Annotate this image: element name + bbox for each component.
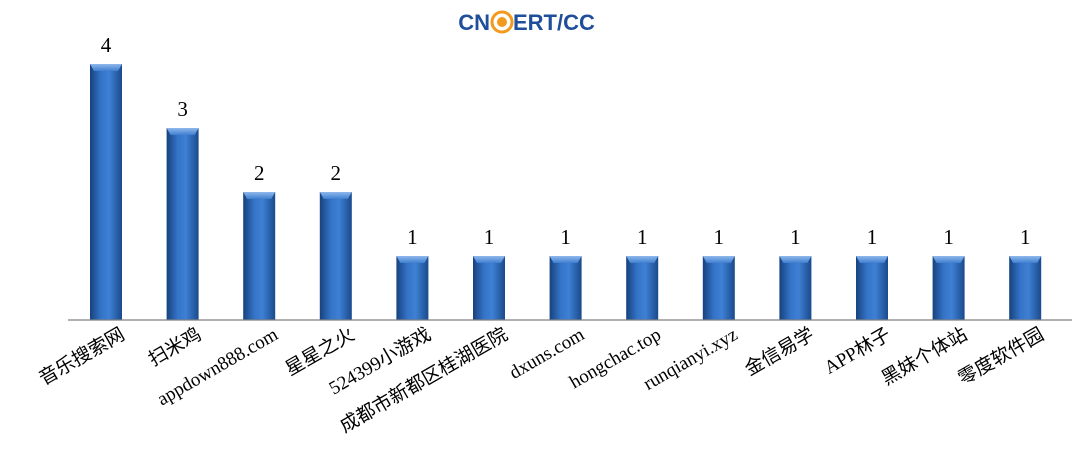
bar-body (549, 256, 582, 320)
data-label: 1 (867, 225, 878, 249)
bar-cap (856, 256, 888, 263)
bar (473, 256, 505, 320)
globe-icon (490, 10, 514, 34)
bar-cap (166, 128, 199, 135)
bar (702, 256, 735, 320)
bar-body (319, 192, 352, 320)
bar (243, 192, 276, 320)
bar (90, 64, 122, 320)
bar-cap (473, 256, 505, 263)
bar (166, 128, 199, 320)
bar-cap (1009, 256, 1042, 263)
data-label: 1 (637, 225, 648, 249)
category-label: 金信易学 (741, 323, 818, 380)
data-label: 1 (790, 225, 801, 249)
data-label: 2 (331, 161, 342, 185)
category-label: 黑妹个体站 (878, 323, 971, 390)
category-label: 零度软件园 (954, 323, 1047, 390)
bar-cap (549, 256, 582, 263)
data-label: 1 (1020, 225, 1031, 249)
bar (626, 256, 659, 320)
bar-body (626, 256, 659, 320)
bar-cap (702, 256, 735, 263)
data-label: 4 (101, 33, 112, 57)
bar-cap (626, 256, 659, 263)
bar (1009, 256, 1042, 320)
bar-cap (243, 192, 276, 199)
bar-body (856, 256, 888, 320)
cncert-logo: CN ERT/CC (458, 10, 595, 35)
bar-cap (779, 256, 812, 263)
bar (319, 192, 352, 320)
data-label: 1 (407, 225, 418, 249)
bar-body (396, 256, 429, 320)
bar-body (702, 256, 735, 320)
data-label: 3 (177, 97, 188, 121)
bar (396, 256, 429, 320)
value-labels-layer: 4 3 2 2 1 1 1 1 1 1 1 1 1 (101, 33, 1031, 249)
bar-cap (319, 192, 352, 199)
logo-text-left: CN (458, 10, 490, 35)
data-label: 1 (714, 225, 725, 249)
data-label: 1 (943, 225, 954, 249)
bar (549, 256, 582, 320)
bar-cap (396, 256, 429, 263)
data-label: 1 (560, 225, 571, 249)
bar (856, 256, 888, 320)
category-label: 音乐搜索网 (35, 323, 128, 390)
bar-body (166, 128, 199, 320)
logo-text-right: ERT/CC (513, 10, 595, 35)
bar-body (243, 192, 276, 320)
category-label: 扫米鸡 (145, 323, 205, 371)
bar-body (473, 256, 505, 320)
bar-body (90, 64, 122, 320)
bar-body (779, 256, 812, 320)
bar (932, 256, 965, 320)
bar-cap (90, 64, 122, 71)
bar-body (1009, 256, 1042, 320)
data-label: 1 (484, 225, 495, 249)
bar-body (932, 256, 965, 320)
bar (779, 256, 812, 320)
bars-layer (90, 64, 1042, 320)
data-label: 2 (254, 161, 265, 185)
bar-cap (932, 256, 965, 263)
